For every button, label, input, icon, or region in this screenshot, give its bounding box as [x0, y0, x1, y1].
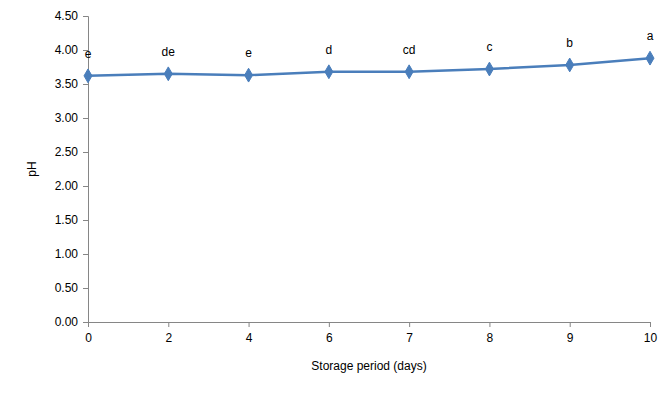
data-point	[646, 51, 654, 65]
x-axis-line	[89, 323, 651, 328]
chart: 0.00 0.50 1.00 1.50 2.00 2.50 3.00 3.50 4.00 4.50…	[0, 0, 672, 393]
x-tick-mark	[570, 322, 571, 327]
annotation: cd	[403, 43, 416, 57]
x-tick-label: 2	[165, 331, 172, 345]
y-axis: 0.00 0.50 1.00 1.50 2.00 2.50 3.00 3.50 4.00 4.50	[55, 9, 89, 329]
annotations: e de e d cd c b a	[85, 29, 654, 61]
y-tick-mark	[83, 220, 88, 221]
x-tick-mark	[88, 322, 89, 327]
annotation: d	[326, 43, 333, 57]
x-tick-label: 0	[85, 331, 92, 345]
y-tick: 1.50	[55, 213, 88, 227]
x-tick-label: 4	[246, 331, 253, 345]
y-tick-label: 4.50	[55, 9, 79, 23]
x-tick-label: 10	[644, 331, 658, 345]
y-tick-mark	[83, 288, 88, 289]
y-tick-label: 0.00	[55, 315, 79, 329]
y-tick-mark	[83, 322, 88, 323]
x-tick: 0	[85, 322, 92, 345]
data-point	[325, 65, 333, 79]
y-axis-title: pH	[25, 161, 39, 176]
x-tick: 2	[165, 322, 172, 345]
y-tick-label: 4.00	[55, 43, 79, 57]
y-tick-label: 3.00	[55, 111, 79, 125]
y-tick: 3.00	[55, 111, 88, 125]
x-tick: 9	[567, 322, 574, 345]
annotation: b	[566, 36, 573, 50]
x-tick-mark	[650, 322, 651, 327]
data-point	[245, 68, 253, 82]
annotation: a	[647, 29, 654, 43]
y-tick-mark	[83, 118, 88, 119]
data-point	[405, 65, 413, 79]
x-tick-label: 9	[567, 331, 574, 345]
x-tick-mark	[249, 322, 250, 327]
y-tick-mark	[83, 16, 88, 17]
x-tick: 8	[487, 322, 494, 345]
annotation: e	[85, 47, 92, 61]
y-tick-mark	[83, 254, 88, 255]
y-tick: 1.00	[55, 247, 88, 261]
y-tick-label: 2.50	[55, 145, 79, 159]
x-tick-mark	[329, 322, 330, 327]
x-tick: 7	[406, 322, 413, 345]
y-tick: 2.00	[55, 179, 88, 193]
x-tick-label: 7	[406, 331, 413, 345]
annotation: e	[245, 46, 252, 60]
y-tick: 3.50	[55, 77, 88, 91]
x-tick: 4	[246, 322, 253, 345]
annotation: c	[486, 40, 492, 54]
y-tick-label: 1.50	[55, 213, 79, 227]
y-tick-label: 2.00	[55, 179, 79, 193]
x-tick-label: 8	[487, 331, 494, 345]
x-tick: 10	[644, 322, 658, 345]
x-tick-mark	[489, 322, 490, 327]
data-point	[84, 69, 92, 83]
y-tick-mark	[83, 186, 88, 187]
x-tick-label: 6	[326, 331, 333, 345]
x-tick-mark	[168, 322, 169, 327]
y-tick-label: 0.50	[55, 281, 79, 295]
y-tick: 2.50	[55, 145, 88, 159]
x-tick-mark	[409, 322, 410, 327]
y-tick: 0.00	[55, 315, 88, 329]
x-tick: 6	[326, 322, 333, 345]
y-tick: 0.50	[55, 281, 88, 295]
x-axis: 0 2 4 6 7 8 9 10	[85, 322, 657, 345]
annotation: de	[162, 45, 176, 59]
data-point	[566, 58, 574, 72]
y-tick-label: 3.50	[55, 77, 79, 91]
x-axis-title: Storage period (days)	[311, 359, 426, 373]
y-tick-mark	[83, 152, 88, 153]
y-tick-label: 1.00	[55, 247, 79, 261]
y-axis-line	[83, 17, 89, 323]
y-tick-mark	[83, 84, 88, 85]
y-tick: 4.50	[55, 9, 88, 23]
data-point	[164, 67, 172, 81]
data-point	[485, 62, 493, 76]
y-tick: 4.00	[55, 43, 88, 57]
